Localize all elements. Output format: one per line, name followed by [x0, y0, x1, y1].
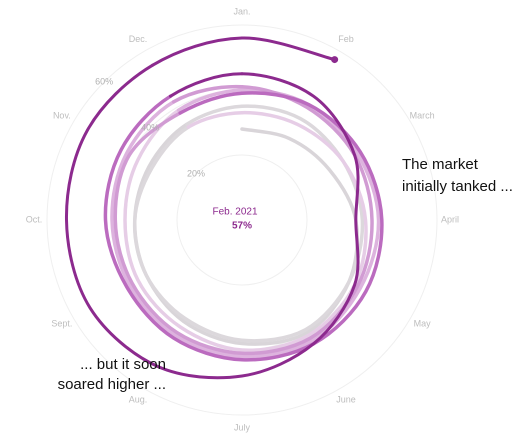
series-line — [110, 88, 381, 359]
month-label: Sept. — [51, 318, 72, 328]
center-label: Feb. 2021 — [212, 207, 257, 218]
grid-ring — [46, 24, 438, 416]
annotation: ... but it soon — [80, 356, 166, 373]
r-tick-label: 60% — [95, 76, 113, 86]
spiral — [64, 36, 384, 380]
r-tick-label: 40% — [141, 122, 159, 132]
year-link — [178, 91, 244, 115]
series-line — [240, 36, 337, 62]
month-label: May — [414, 318, 432, 328]
month-label: June — [336, 395, 356, 405]
month-label: July — [234, 422, 251, 432]
annotation: initially tanked ... — [402, 178, 513, 195]
month-label: Oct. — [26, 214, 43, 224]
series-line — [64, 63, 360, 380]
month-label: Aug. — [129, 395, 148, 405]
year-link — [176, 88, 244, 112]
year-link — [151, 36, 244, 67]
grid-ring — [176, 154, 308, 286]
month-label: Dec. — [129, 34, 148, 44]
series-line — [103, 91, 384, 362]
month-label: Nov. — [53, 110, 71, 120]
annotation: soared higher ... — [58, 376, 166, 393]
year-link — [186, 110, 244, 129]
series-line — [123, 108, 368, 352]
month-label: April — [441, 214, 459, 224]
year-link — [171, 84, 244, 104]
r-tick-label: 20% — [187, 168, 205, 178]
labels: 20% 40% 60% Jan. Feb March April May June July Aug… — [26, 6, 459, 432]
end-dot — [331, 56, 339, 64]
annotation: The market — [402, 156, 479, 173]
year-link — [169, 72, 244, 98]
month-label: Feb — [338, 34, 354, 44]
center-value: 57% — [232, 221, 252, 232]
year-link — [184, 104, 244, 127]
month-label: March — [410, 110, 435, 120]
month-label: Jan. — [233, 6, 250, 16]
series-line — [133, 122, 359, 346]
